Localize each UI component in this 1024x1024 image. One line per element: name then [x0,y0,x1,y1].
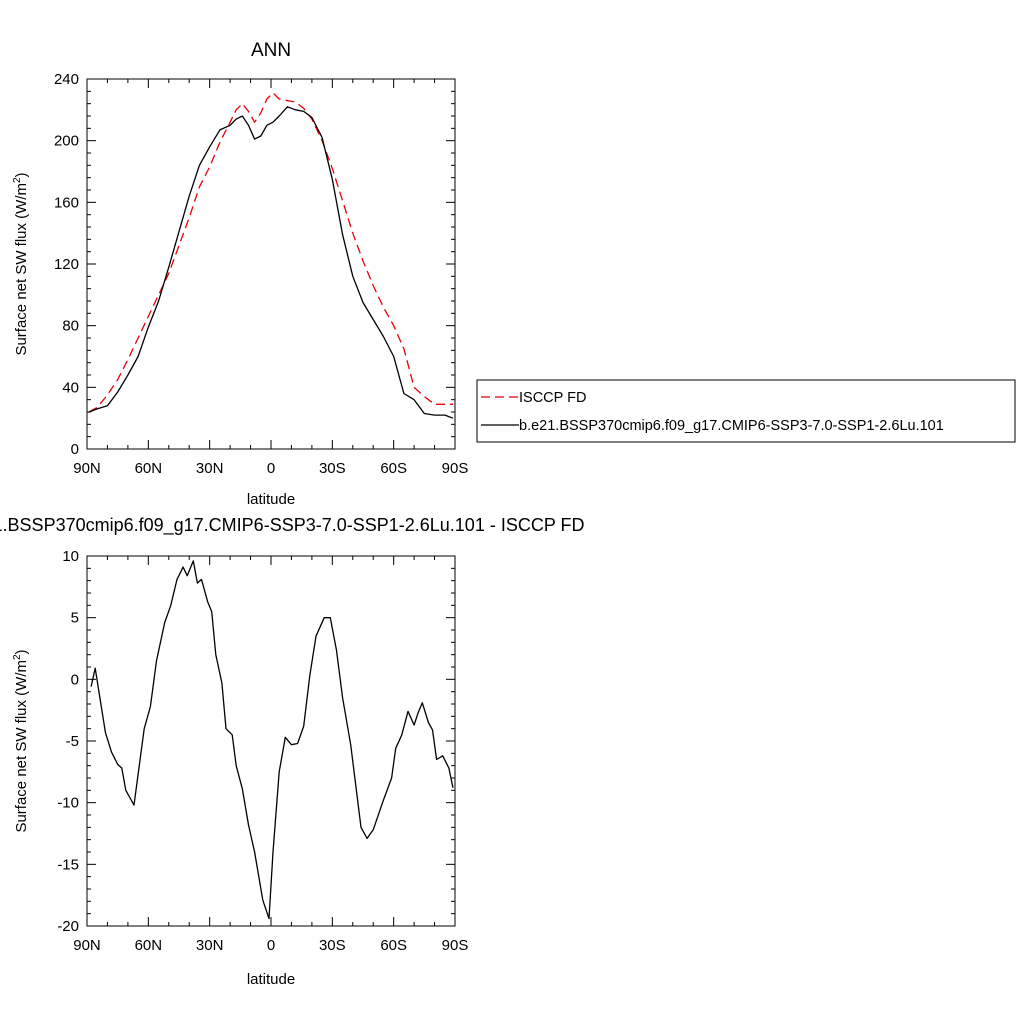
series-line-1 [90,560,454,920]
legend: ISCCP FD b.e21.BSSP370cmip6.f09_g17.CMIP6… [476,379,1016,443]
x-tick-label: 0 [267,937,275,954]
x-tick-label: 60S [380,460,407,477]
y-axis-label-tail: ) [13,649,30,654]
x-tick-label: 60S [380,937,407,954]
x-tick-label: 90S [442,460,469,477]
x-tick-label: 90N [73,460,101,477]
y-axis-label: Surface net SW flux (W/m2) [12,649,30,832]
y-tick-label: 5 [71,610,79,627]
y-axis-label-tail: ) [13,172,30,177]
x-axis-label: latitude [247,971,295,988]
y-tick-label: 10 [62,548,79,565]
x-tick-label: 30N [196,937,224,954]
y-tick-label: -5 [66,733,79,750]
y-tick-label: 40 [62,379,79,396]
x-axis-label: latitude [247,491,295,508]
x-tick-label: 90S [442,937,469,954]
y-axis-label: Surface net SW flux (W/m2) [12,172,30,355]
y-tick-label: -15 [57,856,79,873]
legend-box [476,379,1016,443]
y-axis-label-main: Surface net SW flux (W/m [13,183,30,356]
legend-label-1: ISCCP FD [519,390,586,406]
y-tick-label: 0 [71,671,79,688]
chart-title: ANN [251,40,291,61]
x-tick-label: 60N [135,460,163,477]
y-tick-label: 200 [54,133,79,150]
x-tick-label: 0 [267,460,275,477]
plot-frame [86,78,456,450]
y-tick-label: 0 [71,441,79,458]
y-axis-label-superscript: 2 [12,177,23,183]
y-tick-label: -20 [57,918,79,935]
x-tick-label: 30S [319,937,346,954]
x-tick-label: 90N [73,937,101,954]
y-axis-label-superscript: 2 [12,654,23,660]
x-tick-label: 30S [319,460,346,477]
series-line-1 [88,92,453,413]
series-line-2 [88,106,454,419]
y-tick-label: 160 [54,194,79,211]
chart-title: b.e21.BSSP370cmip6.f09_g17.CMIP6-SSP3-7.… [0,515,585,536]
chart-panel-annual-mean: ANN 90N 60N 30N 0 30S 60S 90S 0 40 80 120 160 200 240 l… [12,40,468,508]
y-tick-label: -10 [57,795,79,812]
y-tick-label: 240 [54,71,79,88]
x-tick-label: 60N [135,937,163,954]
y-axis-label-main: Surface net SW flux (W/m [13,660,30,833]
y-tick-label: 80 [62,318,79,335]
x-tick-label: 30N [196,460,224,477]
y-tick-label: 120 [54,256,79,273]
legend-label-2: b.e21.BSSP370cmip6.f09_g17.CMIP6-SSP3-7.… [519,418,944,434]
chart-panel-difference: b.e21.BSSP370cmip6.f09_g17.CMIP6-SSP3-7.… [0,515,585,988]
